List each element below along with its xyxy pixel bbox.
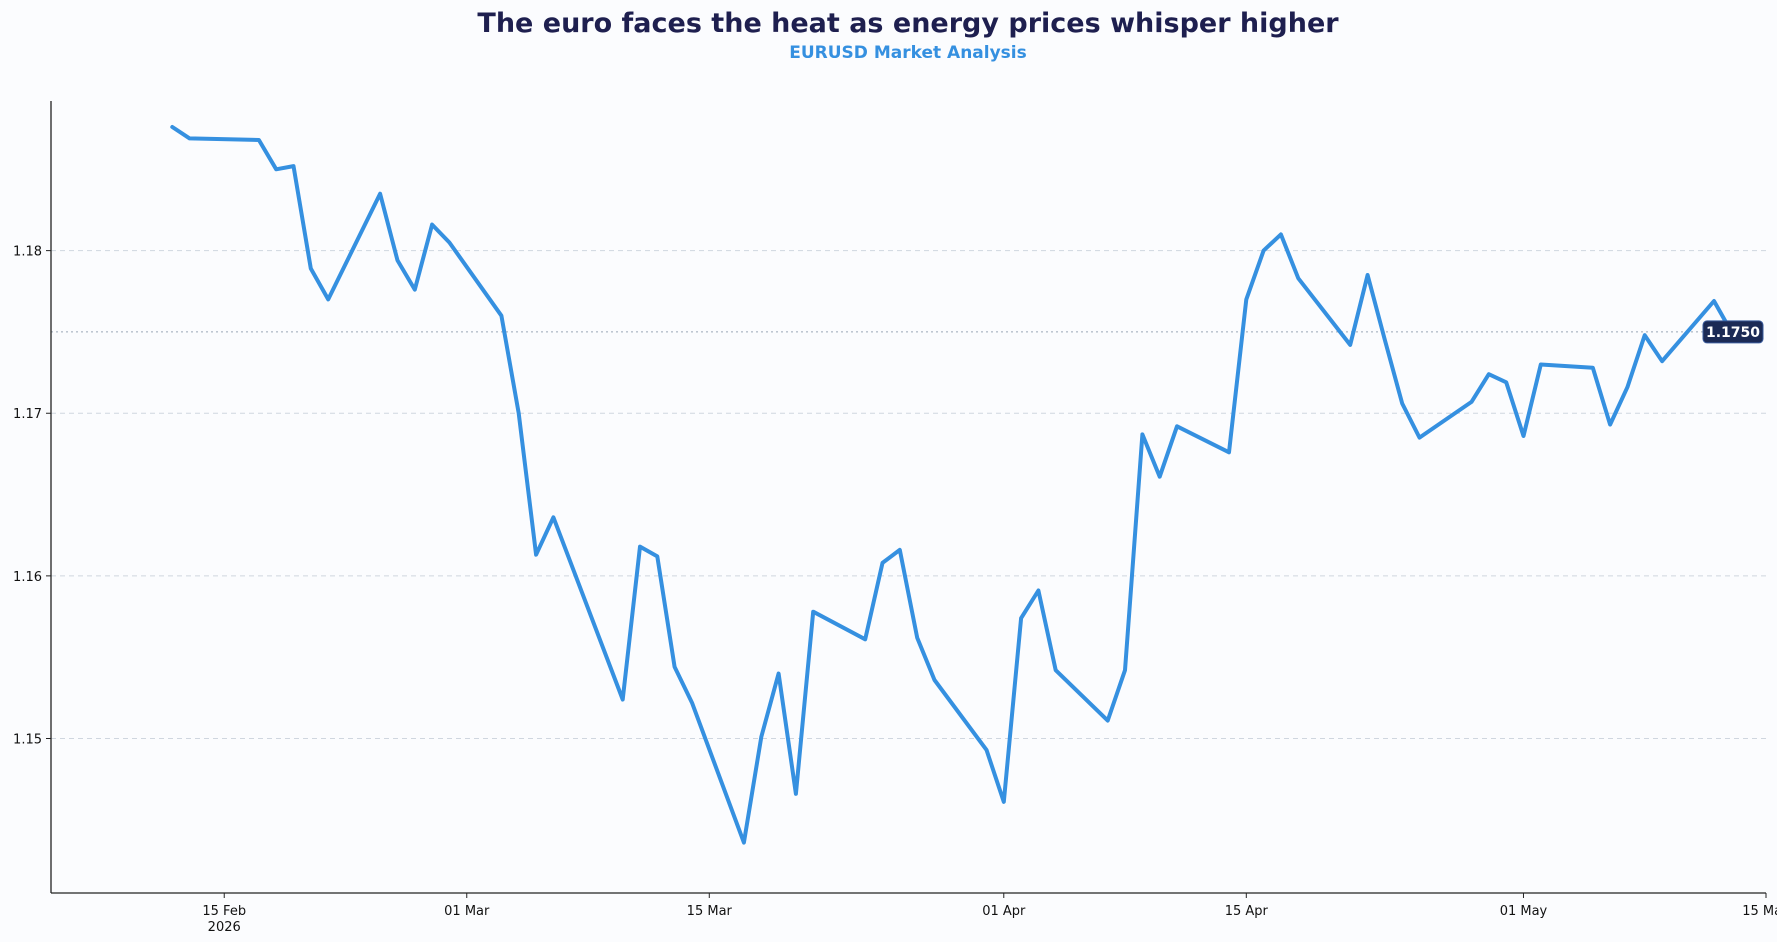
y-axis-ticks: 1.15 1.16 1.17 1.18 [13,245,51,748]
last-value-badge: 1.1750 [1702,320,1764,344]
y-tick-label: 1.17 [13,407,42,422]
y-tick-label: 1.18 [13,245,42,260]
x-tick-label: 01 May [1500,904,1548,919]
series-line [170,125,1734,845]
chart-title: The euro faces the heat as energy prices… [477,8,1339,39]
x-tick-label: 15 May [1742,904,1777,919]
last-value-badge-text: 1.1750 [1706,325,1760,341]
x-tick-sublabel: 2026 [208,920,241,935]
last-value-badge-box [1702,320,1764,344]
chart-subtitle: EURUSD Market Analysis [789,43,1027,63]
series-layer [170,125,1734,845]
grid-lines [51,250,1766,740]
x-tick-label: 15 Apr [1225,904,1269,919]
x-tick-label: 15 Feb [202,904,246,919]
x-tick-label: 01 Apr [982,904,1026,919]
y-tick-label: 1.15 [13,733,42,748]
x-tick-label: 15 Mar [687,904,733,919]
y-tick-label: 1.16 [13,570,42,585]
x-tick-label: 01 Mar [444,904,490,919]
